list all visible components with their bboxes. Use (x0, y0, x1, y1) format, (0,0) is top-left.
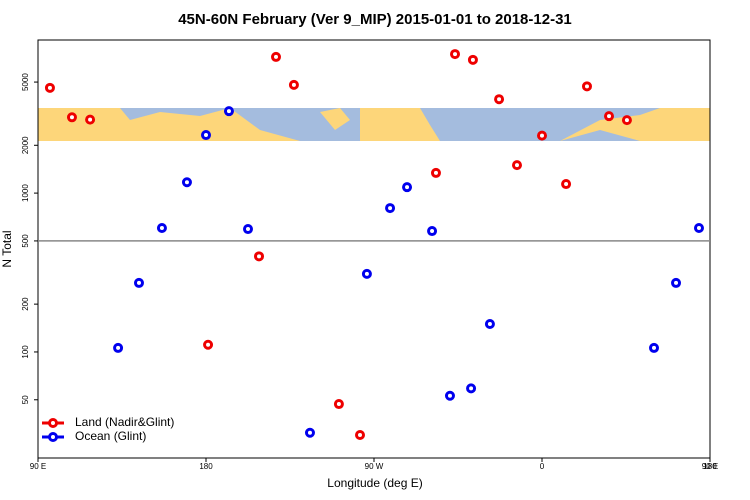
point (561, 179, 572, 190)
point (361, 268, 372, 279)
chart-title: 45N-60N February (Ver 9_MIP) 2015-01-01 … (178, 11, 572, 28)
point (66, 112, 77, 123)
map-band (38, 108, 710, 141)
point (333, 399, 344, 410)
y-tick-label: 100 (21, 345, 30, 359)
point (537, 130, 547, 141)
point (427, 226, 438, 237)
y-axis-label: N Total (0, 230, 14, 267)
x-tick-label: 90 E (702, 462, 718, 471)
point (621, 115, 632, 126)
point (304, 427, 315, 438)
point (85, 114, 96, 125)
point (133, 277, 144, 288)
point (484, 318, 495, 329)
point (511, 160, 522, 171)
point (450, 49, 461, 60)
x-tick-label: 180 (199, 462, 213, 471)
point (243, 224, 253, 235)
plot-frame (37, 39, 711, 459)
point (156, 222, 167, 233)
point (466, 383, 477, 394)
point (223, 106, 234, 117)
legend-marker (48, 432, 58, 442)
point (288, 79, 299, 90)
point (254, 251, 265, 262)
legend-marker (48, 418, 58, 428)
point (385, 203, 396, 214)
x-tick-label: 90 W (365, 462, 384, 471)
point (355, 430, 365, 441)
point (467, 54, 478, 65)
point (181, 177, 192, 188)
x-tick-label: 90 E (30, 462, 46, 471)
point (430, 167, 441, 178)
legend-label: Ocean (Glint) (75, 429, 146, 443)
y-tick-label: 200 (21, 297, 30, 311)
point (693, 222, 704, 233)
y-tick-label: 50 (21, 395, 30, 404)
point (113, 342, 124, 353)
point (201, 130, 211, 141)
x-tick-label: 0 (540, 462, 545, 471)
point (44, 82, 55, 93)
point (271, 51, 281, 62)
y-tick-label: 1000 (21, 184, 30, 202)
y-tick-label: 500 (21, 234, 30, 248)
point (604, 111, 615, 122)
y-tick-label: 2000 (21, 136, 30, 154)
point (444, 390, 455, 401)
y-tick-label: 5000 (21, 73, 30, 91)
point (649, 342, 659, 353)
point (402, 182, 413, 193)
legend-label: Land (Nadir&Glint) (75, 415, 174, 429)
point (203, 339, 214, 350)
x-axis-label: Longitude (deg E) (327, 476, 422, 490)
x-tick-label: 180 (703, 462, 717, 471)
point (671, 277, 682, 288)
point (581, 81, 592, 92)
point (494, 94, 505, 105)
